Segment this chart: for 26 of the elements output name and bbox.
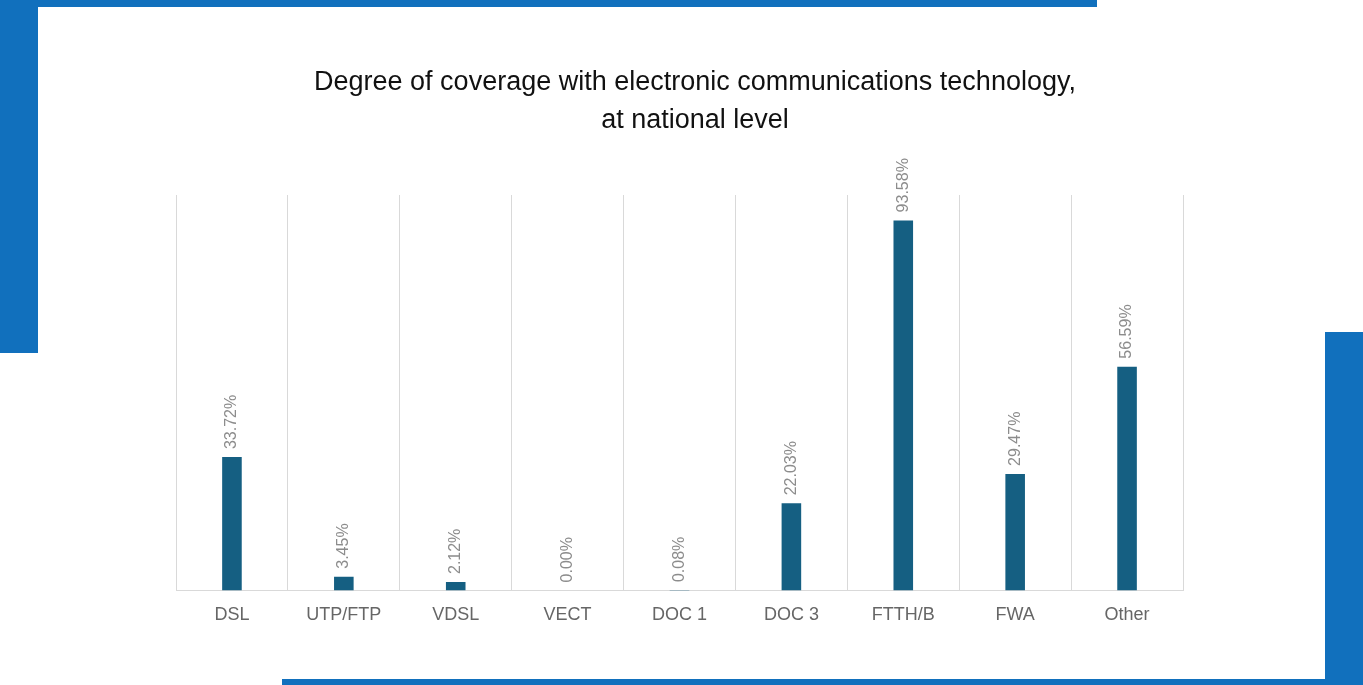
bar	[893, 220, 914, 591]
data-label: 22.03%	[781, 441, 799, 496]
bar	[445, 582, 466, 591]
data-label: 93.58%	[893, 158, 911, 213]
bar	[1117, 366, 1137, 591]
data-label: 2.12%	[446, 528, 464, 575]
data-label: 33.72%	[222, 394, 240, 450]
data-label: 0.00%	[558, 537, 576, 583]
bar	[222, 457, 242, 591]
x-tick-label: VDSL	[432, 604, 480, 625]
x-tick-label: FWA	[995, 604, 1035, 625]
data-label: 29.47%	[1005, 411, 1023, 466]
x-tick-label: FTTH/B	[871, 604, 935, 625]
x-tick-label: DOC 3	[763, 604, 819, 625]
x-tick-label: DSL	[214, 604, 250, 625]
data-label: 0.08%	[669, 536, 687, 583]
x-tick-label: VECT	[543, 604, 592, 625]
x-tick-label: DOC 1	[651, 604, 708, 625]
bar	[1005, 473, 1025, 591]
x-tick-label: Other	[1104, 604, 1150, 625]
bar	[334, 576, 354, 591]
data-label: 3.45%	[334, 523, 352, 569]
chart-title: Degree of coverage with electronic communications technology, at national level	[313, 65, 1077, 136]
x-tick-label: UTP/FTP	[306, 604, 382, 625]
data-label: 56.59%	[1117, 304, 1135, 359]
bar	[781, 503, 802, 591]
